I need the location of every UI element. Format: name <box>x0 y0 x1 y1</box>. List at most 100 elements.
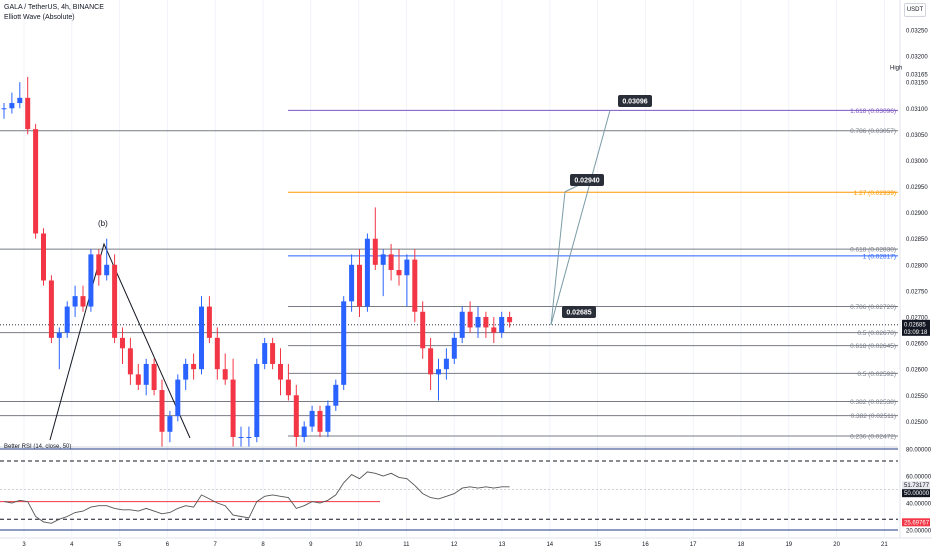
candle-body <box>428 348 434 375</box>
candle-body <box>238 437 244 438</box>
indicator-title[interactable]: Elliott Wave (Absolute) <box>4 14 75 21</box>
candle-body <box>120 337 125 349</box>
price-tick: 0.02600 <box>906 368 928 374</box>
candle-body <box>262 343 268 364</box>
fib-level-label: 1 (0.02817) <box>863 253 896 260</box>
candle-body <box>48 280 54 338</box>
price-tick: 0.02800 <box>906 263 928 269</box>
target-label-box <box>562 306 596 318</box>
candle-body <box>199 306 204 370</box>
symbol-title[interactable]: GALA / TetherUS, 4h, BINANCE <box>4 4 104 11</box>
rsi-value: 51.73177 <box>904 483 930 489</box>
candle-body <box>412 259 418 312</box>
candle-body <box>254 363 260 437</box>
wave-label: (b) <box>98 219 108 228</box>
price-tick: 0.03200 <box>906 55 928 61</box>
candle-body <box>33 129 39 234</box>
candle-body <box>1 108 7 110</box>
target-label-box <box>618 95 652 107</box>
time-tick: 12 <box>451 542 458 548</box>
rsi-scale-tick: 20.00000 <box>906 529 932 535</box>
candle-body <box>317 410 323 432</box>
fib-level-label: 0.786 (0.03057) <box>850 128 896 135</box>
time-tick: 19 <box>785 542 792 548</box>
projection-line <box>550 191 566 325</box>
time-tick: 18 <box>738 542 745 548</box>
time-tick: 16 <box>642 542 649 548</box>
high-value: 0.03165 <box>906 72 928 78</box>
rsi-low-value: 25.69767 <box>904 520 930 526</box>
candle-body <box>80 296 86 307</box>
candle-body <box>325 405 331 432</box>
candle-body <box>25 97 31 130</box>
price-tick: 0.02650 <box>906 342 928 348</box>
candle-body <box>183 363 189 380</box>
candle-body <box>151 363 157 391</box>
elliott-wave-line <box>49 242 191 441</box>
time-tick: 21 <box>881 542 888 548</box>
candle-body <box>499 316 505 333</box>
candle-body <box>309 410 315 427</box>
candle-body <box>388 254 394 271</box>
candle-body <box>357 264 362 307</box>
candle-body <box>222 369 228 380</box>
candle-body <box>175 379 181 417</box>
candle-body <box>64 306 70 333</box>
candle-body <box>191 363 197 370</box>
price-tick: 0.02550 <box>906 394 928 400</box>
candle-body <box>112 264 118 338</box>
candle-body <box>443 358 449 370</box>
candle-body <box>420 311 426 349</box>
candle-body <box>56 332 62 338</box>
currency-button[interactable]: USDT <box>904 3 926 17</box>
chart-legend: GALA / TetherUS, 4h, BINANCE Elliott Wav… <box>4 3 104 23</box>
time-tick: 7 <box>214 542 218 548</box>
time-tick: 9 <box>309 542 313 548</box>
rsi-mid-badge <box>902 489 930 498</box>
high-label: High <box>890 65 902 71</box>
candle-body <box>333 384 339 406</box>
candle-body <box>72 296 78 307</box>
candle-body <box>475 316 481 328</box>
fib-level-label: 1.618 (0.03096) <box>850 108 896 115</box>
candle-body <box>206 306 212 338</box>
candle-body <box>135 374 141 385</box>
target-label: 0.02685 <box>566 310 591 317</box>
candle-body <box>270 343 276 364</box>
target-label: 0.03096 <box>622 99 647 106</box>
price-tick: 0.03100 <box>906 107 928 113</box>
price-tick: 0.02500 <box>906 420 928 426</box>
candle-body <box>159 390 165 432</box>
candle-body <box>396 270 402 276</box>
fib-level-label: 0.382 (0.02511) <box>851 413 896 420</box>
candle-body <box>285 379 291 396</box>
fib-level-label: 0.382 (0.02538) <box>850 399 896 406</box>
candle-body <box>230 379 236 437</box>
rsi-series <box>3 471 510 524</box>
time-tick: 3 <box>22 542 26 548</box>
rsi-scale-tick: 60.00000 <box>906 475 932 481</box>
time-tick: 8 <box>261 542 265 548</box>
time-tick: 14 <box>546 542 553 548</box>
countdown-timer: 03:09:18 <box>904 330 928 336</box>
candle-body <box>96 254 102 276</box>
rsi-scale-tick: 80.00000 <box>906 448 932 454</box>
price-tick: 0.02900 <box>906 211 928 217</box>
candle-body <box>278 363 283 380</box>
time-tick: 13 <box>499 542 506 548</box>
price-tick: 0.03150 <box>906 81 928 87</box>
rsi-low-badge <box>902 518 930 527</box>
candle-body <box>436 369 441 375</box>
fib-level-label: 0.5 (0.02670) <box>857 330 896 337</box>
projection-line <box>550 110 611 325</box>
price-tick: 0.02850 <box>906 237 928 243</box>
rsi-scale-tick: 40.00000 <box>906 502 932 508</box>
rsi-title: Better RSI (14, close, 50) <box>4 444 71 450</box>
candle-body <box>451 337 457 359</box>
target-label: 0.02940 <box>574 178 599 185</box>
candle-body <box>459 311 465 338</box>
candle-body <box>467 311 473 328</box>
